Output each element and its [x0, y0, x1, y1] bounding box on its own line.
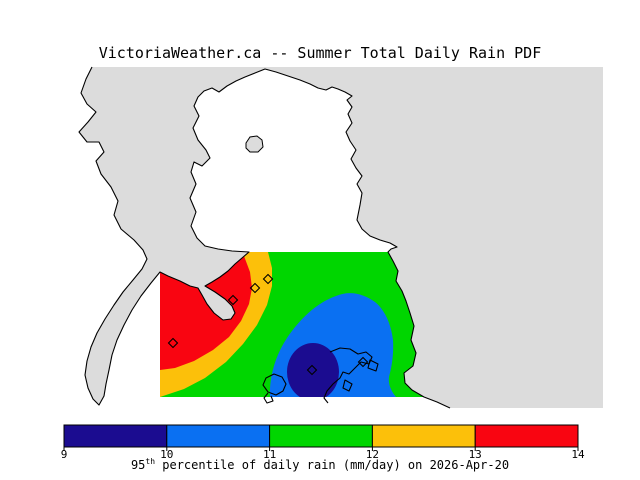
legend-caption-rest: percentile of daily rain (mm/day) on 202…: [155, 458, 510, 472]
page-title: VictoriaWeather.ca -- Summer Total Daily…: [98, 44, 542, 62]
station-marker: [357, 356, 369, 368]
colorbar-tick-label-14: 14: [571, 448, 585, 461]
legend-caption-sup: th: [145, 457, 156, 466]
water-area: [79, 67, 603, 408]
station-marker: [167, 337, 179, 349]
station-marker: [262, 273, 274, 285]
coastline: [78, 66, 451, 409]
colorbar-segment-13-14: [474, 424, 579, 448]
station-marker: [249, 282, 261, 294]
station-marker: [306, 364, 318, 376]
colorbar-segment-11-12: [269, 424, 373, 448]
colorbar-segment-10-11: [166, 424, 271, 448]
island-outlines: [262, 347, 379, 404]
colorbar-tick-label-11: 11: [262, 448, 277, 461]
colorbar-tick-label-9: 9: [60, 448, 68, 461]
legend-caption-base: 95: [130, 458, 146, 472]
station-marker: [227, 294, 239, 306]
station-markers: [167, 273, 369, 376]
legend-colorbar: [63, 424, 579, 451]
colorbar-tick-label-13: 13: [468, 448, 482, 461]
colorbar-tick-label-10: 10: [160, 448, 174, 461]
colorbar-ticks: [63, 447, 579, 451]
legend-caption: 95th percentile of daily rain (mm/day) o…: [0, 457, 640, 472]
contour-band-9-10: [287, 343, 339, 397]
colorbar-segment-9-10: [63, 424, 168, 448]
colorbar-segment-12-13: [371, 424, 476, 448]
colorbar-tick-label-12: 12: [365, 448, 380, 461]
lake: [245, 135, 264, 153]
